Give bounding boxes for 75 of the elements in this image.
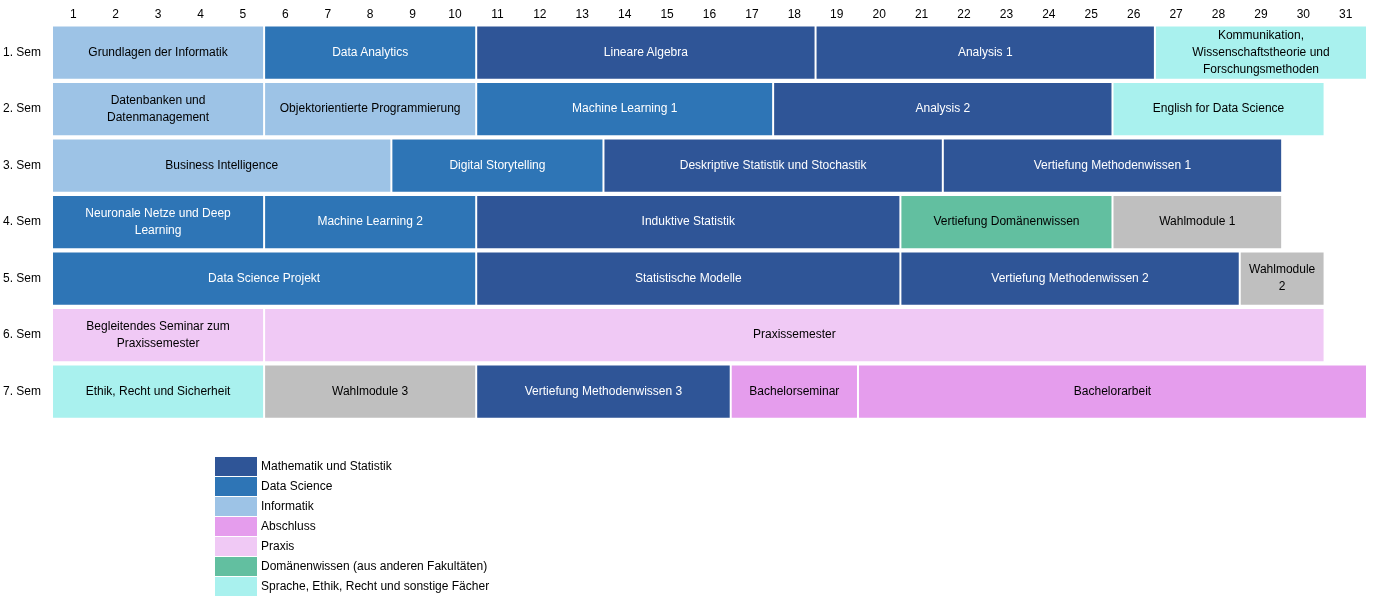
- data-label: Vertiefung Methodenwissen 1: [1033, 157, 1192, 172]
- x-tick-label: 20: [872, 6, 887, 21]
- x-tick-label: 22: [957, 6, 972, 21]
- x-tick-label: 24: [1042, 6, 1056, 21]
- x-tick-label: 13: [575, 6, 590, 21]
- x-tick-label: 10: [448, 6, 462, 21]
- x-tick-label: 15: [660, 6, 675, 21]
- x-tick-label: 7: [324, 6, 332, 21]
- data-label: Analysis 2: [915, 101, 971, 116]
- x-tick-label: 5: [239, 6, 247, 21]
- data-label: Neuronale Netze und Deep Learning: [85, 205, 232, 237]
- x-tick-label: 25: [1084, 6, 1099, 21]
- x-tick-label: 14: [617, 6, 632, 21]
- data-label: Begleitendes Seminar zum Praxissemester: [86, 318, 230, 350]
- y-tick-label: 5. Sem: [3, 270, 42, 285]
- data-label: Analysis 1: [957, 44, 1013, 59]
- x-tick-label: 4: [197, 6, 205, 21]
- data-label: Wahlmodule 2: [1249, 262, 1316, 294]
- data-label: Machine Learning 1: [571, 101, 678, 116]
- data-label: Vertiefung Methodenwissen 2: [991, 270, 1150, 285]
- data-label: Ethik, Recht und Sicherheit: [85, 383, 232, 398]
- legend-label: Abschluss: [261, 519, 316, 533]
- x-tick-label: 21: [914, 6, 929, 21]
- data-label: Grundlagen der Informatik: [88, 44, 229, 59]
- x-tick-label: 18: [787, 6, 802, 21]
- x-tick-label: 1: [69, 6, 77, 21]
- data-label: Vertiefung Methodenwissen 3: [524, 383, 683, 398]
- data-label: Praxissemester: [753, 327, 836, 342]
- y-tick-label: 3. Sem: [3, 157, 42, 172]
- data-label: Bachelorseminar: [749, 383, 840, 398]
- data-label: Induktive Statistik: [641, 214, 736, 229]
- x-tick-label: 11: [491, 6, 504, 21]
- y-tick-label: 2. Sem: [3, 101, 42, 116]
- x-tick-label: 27: [1169, 6, 1184, 21]
- legend-label: Informatik: [261, 499, 314, 513]
- x-tick-label: 29: [1254, 6, 1268, 21]
- x-tick-label: 2: [112, 6, 120, 21]
- y-tick-label: 4. Sem: [3, 214, 42, 229]
- data-label: Deskriptive Statistik und Stochastik: [679, 157, 868, 172]
- legend-label: Praxis: [261, 539, 295, 553]
- data-label: Vertiefung Domänenwissen: [933, 214, 1080, 229]
- data-label: Objektorientierte Programmierung: [279, 101, 461, 116]
- y-tick-label: 1. Sem: [3, 44, 42, 59]
- x-tick-label: 12: [533, 6, 547, 21]
- data-label: English for Data Science: [1152, 101, 1285, 116]
- legend-label: Domänenwissen (aus anderen Fakultäten): [261, 559, 488, 573]
- x-tick-label: 26: [1127, 6, 1141, 21]
- legend-label: Sprache, Ethik, Recht und sonstige Fächer: [261, 579, 490, 593]
- data-label: Wahlmodule 1: [1159, 214, 1236, 229]
- y-tick-label: 6. Sem: [3, 327, 42, 342]
- x-tick-label: 28: [1211, 6, 1226, 21]
- x-tick-label: 23: [999, 6, 1014, 21]
- data-label: Wahlmodule 3: [332, 383, 409, 398]
- x-tick-label: 30: [1296, 6, 1311, 21]
- data-label: Machine Learning 2: [317, 214, 424, 229]
- data-label: Bachelorarbeit: [1073, 383, 1152, 398]
- x-tick-label: 6: [281, 6, 289, 21]
- x-tick-label: 16: [702, 6, 717, 21]
- x-tick-label: 3: [154, 6, 162, 21]
- data-label: Kommunikation, Wissenschaftstheorie und Forschungsmethoden: [1192, 27, 1330, 76]
- data-label: Lineare Algebra: [603, 44, 689, 59]
- legend-label: Mathematik und Statistik: [261, 459, 392, 473]
- x-tick-label: 17: [745, 6, 759, 21]
- data-label: Statistische Modelle: [634, 270, 742, 285]
- data-label: Data Analytics: [332, 44, 409, 59]
- data-label: Digital Storytelling: [449, 157, 546, 172]
- data-label: Business Intelligence: [165, 157, 279, 172]
- x-tick-label: 19: [830, 6, 844, 21]
- data-label: Datenbanken und Datenmanagement: [107, 92, 210, 124]
- y-tick-label: 7. Sem: [3, 383, 42, 398]
- legend-label: Data Science: [261, 479, 333, 493]
- x-tick-label: 31: [1339, 6, 1353, 21]
- x-tick-label: 8: [366, 6, 374, 21]
- data-label: Data Science Projekt: [208, 270, 321, 285]
- x-tick-label: 9: [409, 6, 417, 21]
